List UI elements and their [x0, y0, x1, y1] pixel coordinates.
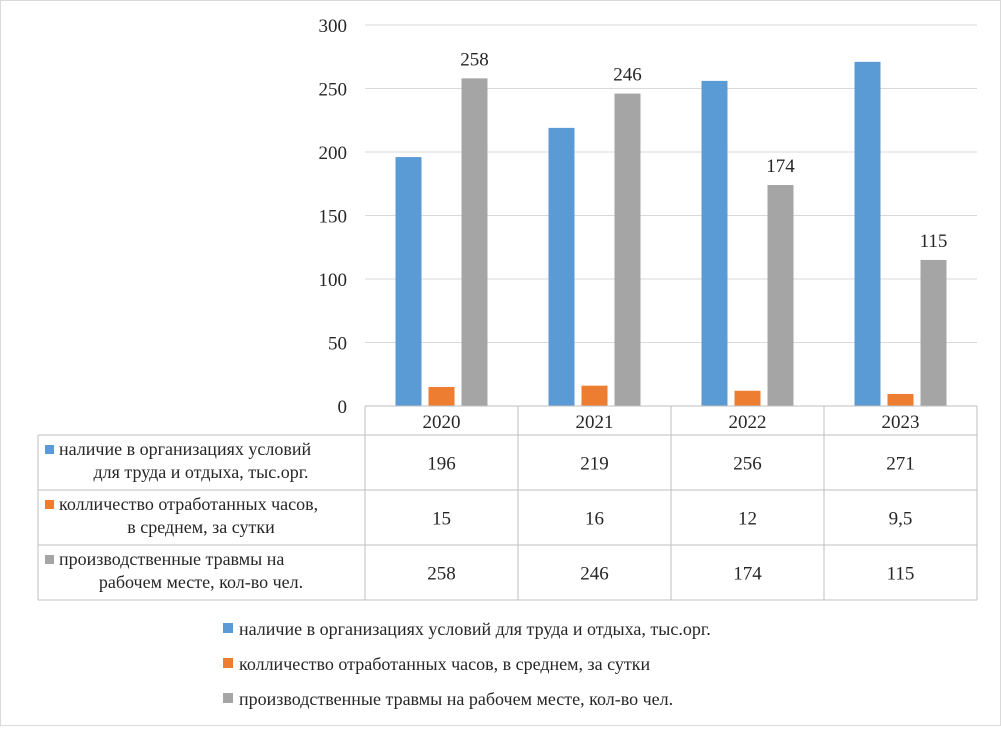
bar	[614, 93, 641, 406]
series-key-swatch	[45, 500, 54, 509]
table-cell-value: 174	[733, 564, 762, 585]
row-label-line: колличество отработанных часов,	[59, 494, 318, 514]
y-tick-label: 50	[328, 334, 347, 355]
legend-swatch	[223, 658, 233, 668]
table-cell-value: 258	[427, 564, 456, 585]
bar	[581, 385, 608, 406]
data-label: 174	[766, 156, 795, 177]
legend-entry: наличие в организациях условий для труда…	[239, 619, 711, 639]
data-label: 246	[613, 65, 642, 86]
row-label-line: в среднем, за сутки	[127, 517, 275, 537]
bar	[920, 259, 947, 406]
data-table: 2020 2021 2022 2023 наличие в организациях у…	[37, 405, 978, 601]
bars	[395, 61, 947, 407]
bar	[395, 157, 422, 406]
y-tick-label: 150	[319, 207, 348, 228]
data-labels: 258 246 174 115	[460, 49, 947, 252]
bar	[548, 127, 575, 407]
table-cell-value: 246	[580, 564, 609, 585]
legend-swatch	[223, 623, 233, 633]
legend-entry: производственные травмы на рабочем месте…	[239, 689, 673, 709]
y-tick-label: 250	[319, 80, 348, 101]
y-axis-ticks: 0 50 100 150 200 250 300	[319, 16, 348, 418]
table-cell-value: 115	[887, 564, 915, 585]
bar	[461, 78, 488, 406]
table-cell-value: 15	[432, 509, 451, 530]
category-label: 2022	[729, 412, 767, 433]
legend-entry: колличество отработанных часов, в средне…	[239, 654, 651, 674]
category-label: 2020	[423, 412, 461, 433]
bar	[767, 185, 794, 406]
legend: наличие в организациях условий для труда…	[223, 619, 711, 709]
row-label-line: для труда и отдыха, тыс.орг.	[93, 462, 308, 482]
row-label-line: производственные травмы на	[59, 549, 284, 569]
bar	[428, 386, 455, 406]
data-label: 258	[460, 49, 489, 70]
bar	[854, 61, 881, 407]
bar	[887, 393, 914, 406]
y-tick-label: 0	[338, 397, 348, 418]
series-key-swatch	[45, 445, 54, 454]
table-cell-value: 271	[886, 454, 915, 475]
table-cell-value: 196	[427, 454, 456, 475]
row-label-line: наличие в организациях условий	[59, 439, 311, 459]
table-cell-value: 9,5	[889, 509, 913, 530]
series-key-swatch	[45, 555, 54, 564]
category-label: 2021	[576, 412, 614, 433]
table-cell-value: 219	[580, 454, 609, 475]
gridlines	[365, 24, 977, 343]
row-label-line: рабочем месте, кол-во чел.	[99, 572, 303, 592]
table-cell-value: 12	[738, 509, 757, 530]
table-cell-value: 256	[733, 454, 762, 475]
table-cell-value: 16	[585, 509, 604, 530]
category-label: 2023	[882, 412, 920, 433]
bar	[734, 390, 761, 406]
y-tick-label: 200	[319, 143, 348, 164]
data-label: 115	[920, 231, 948, 252]
y-tick-label: 100	[319, 270, 348, 291]
bar	[701, 80, 728, 406]
y-tick-label: 300	[319, 16, 348, 37]
legend-swatch	[223, 693, 233, 703]
